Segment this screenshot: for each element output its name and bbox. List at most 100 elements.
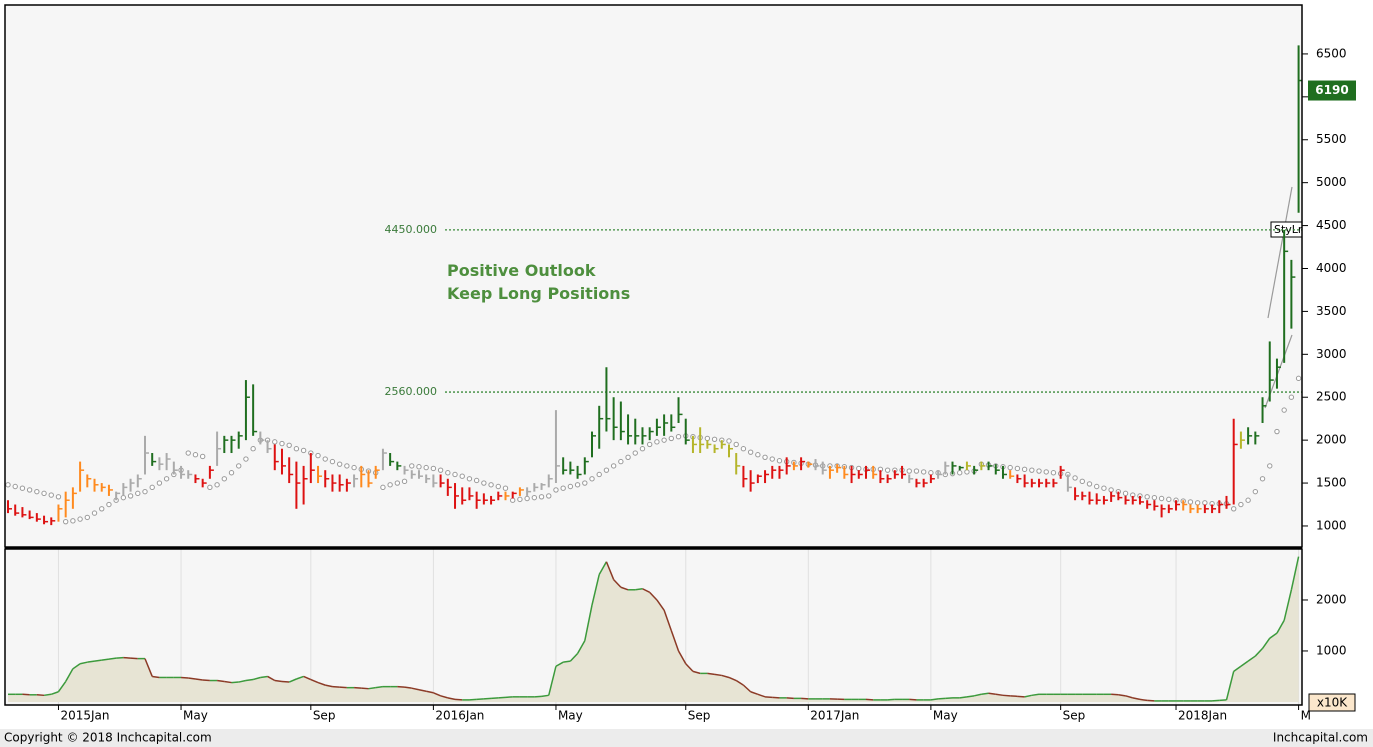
volume-line	[116, 656, 124, 659]
sar-dot	[1021, 466, 1028, 473]
y-tick-label: 3000	[1316, 347, 1347, 361]
y-tick-label: 5000	[1316, 175, 1347, 189]
sar-dot	[1079, 478, 1085, 485]
sar-dot	[560, 485, 566, 491]
sar-dot	[437, 467, 444, 473]
volume-line	[735, 679, 744, 686]
volume-line	[180, 676, 189, 679]
volume-line	[1118, 694, 1126, 697]
volume-line	[252, 676, 261, 681]
volume-line	[1132, 697, 1141, 701]
volume-line	[1219, 699, 1227, 702]
y-tick-label: 4500	[1316, 218, 1347, 232]
x-tick-label: 2018Jan	[1178, 709, 1227, 723]
x-tick-label: Sep	[1063, 709, 1086, 723]
sar-dot	[1029, 467, 1035, 473]
volume-line	[1276, 620, 1285, 634]
volume-line	[692, 670, 701, 675]
trend-label: StyLn	[1274, 223, 1305, 236]
sar-dot	[906, 468, 912, 474]
volume-line	[238, 679, 247, 683]
volume-line	[94, 659, 102, 662]
sar-dot	[250, 446, 256, 452]
volume-line	[310, 678, 319, 684]
sar-dot	[762, 454, 768, 461]
sar-dot	[639, 446, 646, 452]
sar-dot	[1014, 465, 1021, 472]
volume-line	[750, 691, 759, 696]
last-price-label: 6190	[1315, 83, 1348, 97]
sar-dot	[1202, 500, 1208, 506]
sar-dot	[279, 440, 285, 447]
sar-dot	[553, 487, 559, 493]
sar-dot	[726, 438, 732, 444]
sar-dot	[99, 506, 105, 512]
volume-line	[1002, 694, 1011, 697]
volume-line	[656, 599, 665, 611]
volume-line	[707, 672, 715, 676]
volume-line	[152, 675, 160, 679]
volume-line	[887, 698, 895, 701]
sar-dot	[409, 463, 415, 469]
sar-dot	[91, 510, 98, 516]
sar-dot	[1259, 476, 1266, 482]
x-tick-label: 2016Jan	[435, 709, 484, 723]
sar-dot	[214, 482, 220, 488]
sar-dot	[711, 436, 718, 442]
volume-line	[591, 574, 600, 606]
volume-line	[938, 697, 946, 700]
sar-dot	[1158, 495, 1165, 502]
sar-dot	[502, 485, 509, 491]
sar-dot	[1007, 464, 1013, 471]
volume-line	[620, 586, 629, 591]
volume-line	[541, 694, 549, 698]
sar-dot	[380, 484, 386, 491]
volume-line	[317, 681, 326, 686]
volume-line	[123, 656, 131, 659]
sar-dot	[300, 447, 307, 454]
sar-dot	[1194, 500, 1201, 506]
y-tick-label: 2500	[1316, 390, 1347, 404]
sar-dot	[1166, 496, 1172, 503]
x-tick-label: 2017Jan	[810, 709, 859, 723]
price-panel	[5, 5, 1302, 547]
volume-line	[498, 696, 506, 699]
sar-dot	[596, 471, 602, 478]
sar-dot	[207, 484, 213, 491]
volume-line	[216, 679, 225, 683]
sar-dot	[84, 514, 91, 521]
volume-line	[569, 652, 579, 662]
sar-dot	[913, 468, 920, 474]
volume-line	[303, 675, 312, 681]
sar-dot	[589, 476, 595, 482]
sar-dot	[127, 493, 134, 499]
sar-dot	[567, 483, 574, 490]
volume-line	[361, 687, 369, 690]
volume-line	[959, 696, 968, 699]
sar-dot	[920, 469, 927, 475]
x-tick-label: May	[183, 709, 208, 723]
sar-dot	[618, 458, 624, 465]
sar-dot	[646, 441, 653, 448]
volume-line	[65, 668, 74, 682]
volume-line	[245, 678, 254, 682]
volume-line	[1247, 655, 1256, 662]
sar-dot	[546, 493, 552, 499]
sar-dot	[77, 516, 83, 522]
volume-line	[677, 650, 687, 665]
volume-line	[79, 661, 88, 665]
annotation: Keep Long Positions	[447, 284, 630, 303]
volume-line	[1147, 699, 1155, 702]
volume-line	[649, 591, 658, 601]
sar-dot	[610, 463, 617, 469]
x-tick-label: M	[1301, 709, 1311, 723]
y-tick-label: 5500	[1316, 132, 1347, 146]
volume-line	[188, 677, 196, 680]
volume-line	[663, 609, 673, 631]
volume-line	[1031, 693, 1040, 697]
volume-line	[605, 561, 615, 580]
sar-dot	[5, 482, 11, 488]
y-tick-label: 2000	[1316, 592, 1347, 606]
volume-line	[476, 698, 484, 701]
volume-line	[1125, 695, 1133, 699]
